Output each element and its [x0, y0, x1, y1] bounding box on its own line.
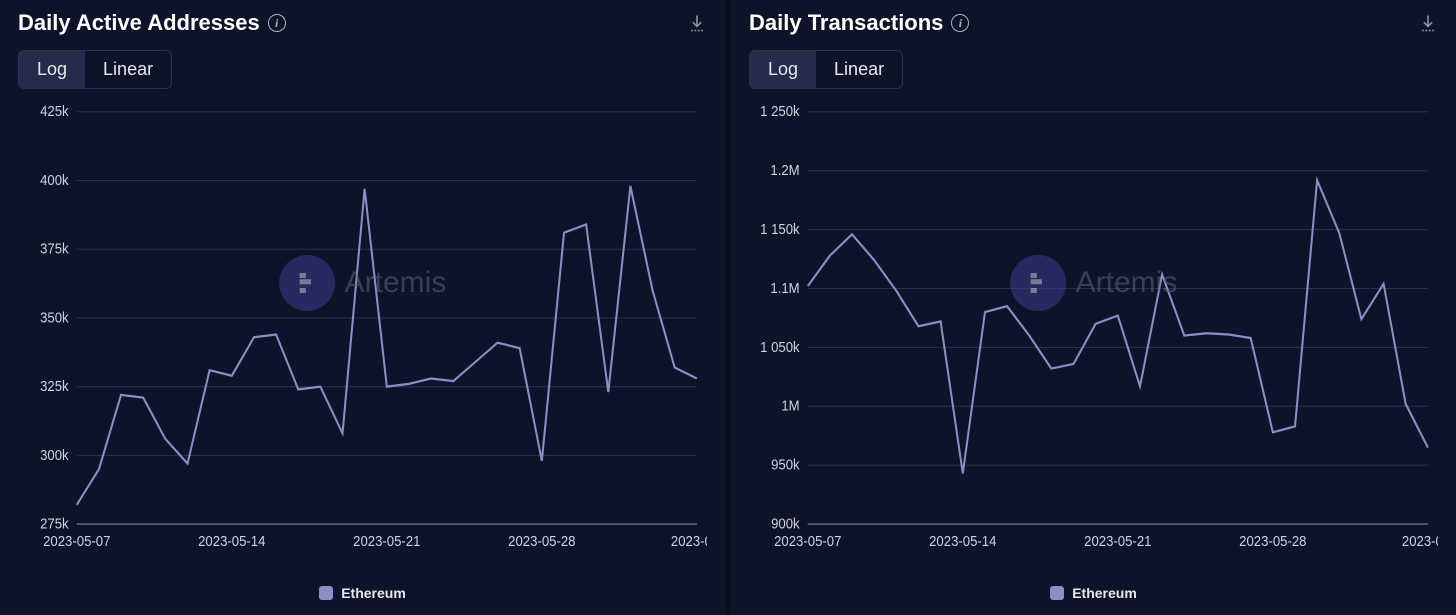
chart-panel: Daily Active AddressesiLogLinearArtemis2…: [0, 0, 725, 615]
download-icon[interactable]: [1418, 13, 1438, 33]
y-tick-label: 950k: [771, 457, 800, 473]
download-icon[interactable]: [687, 13, 707, 33]
chart-zone: Artemis275k300k325k350k375k400k425k2023-…: [18, 103, 707, 577]
legend-swatch: [1050, 586, 1064, 600]
scale-toggle: LogLinear: [749, 50, 903, 89]
toggle-log[interactable]: Log: [750, 51, 816, 88]
x-tick-label: 2023-05-28: [508, 534, 576, 550]
chart-panel: Daily TransactionsiLogLinearArtemis900k9…: [731, 0, 1456, 615]
y-tick-label: 425k: [40, 104, 69, 120]
series-line: [808, 180, 1428, 473]
y-tick-label: 900k: [771, 516, 800, 532]
toggle-log[interactable]: Log: [19, 51, 85, 88]
info-icon[interactable]: i: [268, 14, 286, 32]
y-tick-label: 1 050k: [760, 339, 800, 355]
y-tick-label: 350k: [40, 310, 69, 326]
x-tick-label: 2023-05-07: [43, 534, 110, 550]
legend: Ethereum: [749, 585, 1438, 601]
y-tick-label: 1.1M: [770, 280, 799, 296]
legend: Ethereum: [18, 585, 707, 601]
x-tick-label: 2023-05-28: [1239, 534, 1307, 550]
info-icon[interactable]: i: [951, 14, 969, 32]
toggle-linear[interactable]: Linear: [816, 51, 902, 88]
x-tick-label: 2023-05-21: [353, 534, 420, 550]
panel-title: Daily Transactions: [749, 10, 943, 36]
y-tick-label: 1 250k: [760, 104, 800, 120]
series-line: [77, 186, 697, 505]
y-tick-label: 1 150k: [760, 222, 800, 238]
x-tick-label: 2023-05-14: [198, 534, 266, 550]
y-tick-label: 375k: [40, 241, 69, 257]
legend-label: Ethereum: [1072, 585, 1137, 601]
toggle-linear[interactable]: Linear: [85, 51, 171, 88]
y-tick-label: 325k: [40, 379, 69, 395]
panel-header: Daily Transactions i: [749, 10, 1438, 36]
panel-header: Daily Active Addresses i: [18, 10, 707, 36]
y-tick-label: 400k: [40, 172, 69, 188]
panel-title: Daily Active Addresses: [18, 10, 260, 36]
scale-toggle: LogLinear: [18, 50, 172, 89]
y-tick-label: 1M: [781, 398, 799, 414]
y-tick-label: 300k: [40, 447, 69, 463]
legend-label: Ethereum: [341, 585, 406, 601]
x-tick-label: 2023-05-21: [1084, 534, 1151, 550]
y-tick-label: 275k: [40, 516, 69, 532]
x-tick-label: 2023-0...: [671, 534, 707, 550]
legend-swatch: [319, 586, 333, 600]
x-tick-label: 2023-05-07: [774, 534, 841, 550]
y-tick-label: 1.2M: [770, 163, 799, 179]
x-tick-label: 2023-0...: [1402, 534, 1438, 550]
chart-zone: Artemis900k950k1M1 050k1.1M1 150k1.2M1 2…: [749, 103, 1438, 577]
x-tick-label: 2023-05-14: [929, 534, 997, 550]
